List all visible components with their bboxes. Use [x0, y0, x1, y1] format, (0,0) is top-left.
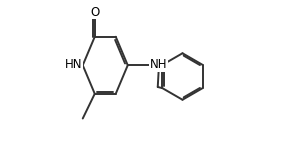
Text: HN: HN [65, 58, 82, 71]
Text: O: O [90, 6, 99, 18]
Text: NH: NH [149, 58, 167, 71]
